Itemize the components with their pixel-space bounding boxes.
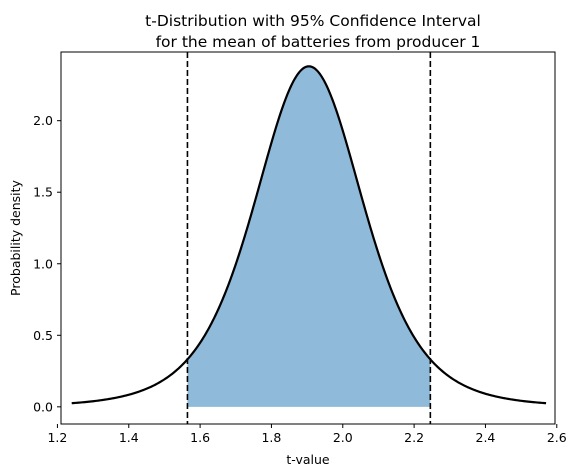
x-tick-label: 2.4: [476, 430, 496, 445]
y-tick-label: 2.0: [33, 113, 53, 128]
x-axis-ticks: 1.2 1.4 1.6 1.8 2.0 2.2 2.4 2.6: [47, 424, 567, 445]
x-tick-label: 2.2: [404, 430, 424, 445]
y-axis-ticks: 0.0 0.5 1.0 1.5 2.0: [33, 113, 61, 414]
plot-frame: [60, 51, 556, 425]
y-tick-label: 1.5: [33, 185, 53, 200]
y-axis-label: Probability density: [8, 179, 23, 295]
x-axis-label: t-value: [286, 452, 330, 467]
density-curve: [71, 65, 547, 405]
y-tick-label: 1.0: [33, 256, 53, 271]
x-tick-label: 1.4: [119, 430, 139, 445]
confidence-interval-fill: [187, 66, 431, 407]
chart-title-line2: for the mean of batteries from producer …: [156, 33, 481, 51]
x-tick-label: 2.6: [547, 430, 567, 445]
x-tick-label: 1.6: [190, 430, 210, 445]
x-tick-label: 1.8: [261, 430, 281, 445]
plot-area: [71, 52, 547, 424]
y-tick-label: 0.5: [33, 328, 53, 343]
x-tick-label: 2.0: [333, 430, 353, 445]
y-tick-label: 0.0: [33, 399, 53, 414]
x-tick-label: 1.2: [47, 430, 67, 445]
chart-title-line1: t-Distribution with 95% Confidence Inter…: [145, 12, 481, 30]
